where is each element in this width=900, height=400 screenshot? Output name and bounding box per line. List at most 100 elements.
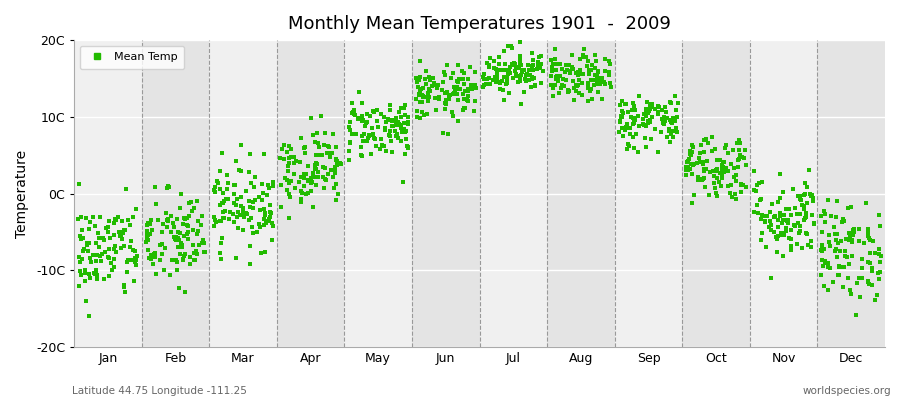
Point: [182, 212, 196, 219]
Point: [703, 168, 717, 175]
Point: [412, 92, 427, 98]
Point: [116, 282, 130, 288]
Point: [526, 49, 540, 56]
Point: [842, 236, 856, 243]
Point: [455, 91, 470, 98]
Point: [590, 73, 604, 80]
Point: [836, 284, 850, 290]
Point: [280, 187, 294, 194]
Point: [241, 169, 256, 176]
Point: [208, 216, 222, 223]
Point: [760, 213, 774, 220]
Point: [572, 89, 587, 96]
Point: [306, 174, 320, 180]
Point: [329, 157, 344, 163]
Point: [641, 118, 655, 124]
Point: [601, 71, 616, 77]
Point: [317, 184, 331, 191]
Point: [780, 217, 795, 223]
Point: [758, 218, 772, 225]
Point: [126, 214, 140, 220]
Point: [79, 214, 94, 221]
Point: [263, 208, 277, 215]
Point: [230, 158, 244, 164]
Point: [435, 87, 449, 94]
Point: [489, 79, 503, 85]
Point: [513, 78, 527, 84]
Point: [770, 236, 784, 242]
Point: [872, 251, 886, 258]
Point: [696, 177, 710, 184]
Point: [169, 257, 184, 263]
Point: [547, 82, 562, 88]
Point: [208, 189, 222, 196]
Point: [119, 186, 133, 192]
Point: [832, 248, 847, 254]
Point: [379, 119, 393, 126]
Point: [422, 94, 436, 100]
Point: [544, 57, 558, 63]
Point: [525, 74, 539, 80]
Point: [814, 242, 829, 248]
Point: [504, 43, 518, 50]
Point: [589, 52, 603, 58]
Point: [670, 129, 684, 136]
Point: [572, 82, 586, 88]
Point: [535, 61, 549, 68]
Point: [604, 84, 618, 90]
Point: [482, 62, 497, 69]
Point: [692, 154, 706, 161]
Point: [325, 150, 339, 156]
Point: [834, 219, 849, 225]
Point: [707, 184, 722, 191]
Point: [550, 72, 564, 79]
Point: [532, 54, 546, 60]
Point: [700, 140, 715, 146]
Point: [526, 56, 540, 63]
Point: [448, 85, 463, 92]
Point: [415, 99, 429, 106]
Point: [400, 144, 415, 150]
Point: [721, 168, 735, 174]
Point: [248, 184, 262, 190]
Point: [438, 100, 453, 106]
Point: [719, 165, 733, 172]
Point: [529, 66, 544, 72]
Point: [872, 212, 886, 218]
Point: [806, 220, 821, 226]
Point: [148, 271, 163, 278]
Point: [148, 201, 163, 207]
Point: [241, 198, 256, 204]
Point: [753, 195, 768, 202]
Point: [79, 298, 94, 304]
Point: [106, 232, 121, 238]
Point: [615, 112, 629, 119]
Point: [571, 72, 585, 78]
Point: [393, 125, 408, 131]
Point: [770, 217, 785, 223]
Point: [355, 118, 369, 124]
Point: [260, 182, 274, 188]
Point: [420, 98, 435, 105]
Point: [330, 190, 345, 197]
Point: [643, 102, 657, 109]
Point: [106, 246, 121, 252]
Point: [243, 204, 257, 210]
Point: [86, 214, 101, 220]
Point: [482, 75, 496, 82]
Point: [400, 144, 415, 151]
Point: [393, 138, 408, 144]
Point: [569, 82, 583, 88]
Point: [709, 168, 724, 174]
Point: [830, 198, 844, 205]
Point: [120, 269, 134, 276]
Point: [392, 120, 406, 127]
Point: [321, 150, 336, 156]
Point: [346, 110, 360, 116]
Point: [371, 124, 385, 130]
Point: [526, 75, 541, 82]
Point: [590, 80, 604, 87]
Point: [140, 234, 154, 240]
Point: [643, 119, 657, 125]
Point: [186, 242, 201, 248]
